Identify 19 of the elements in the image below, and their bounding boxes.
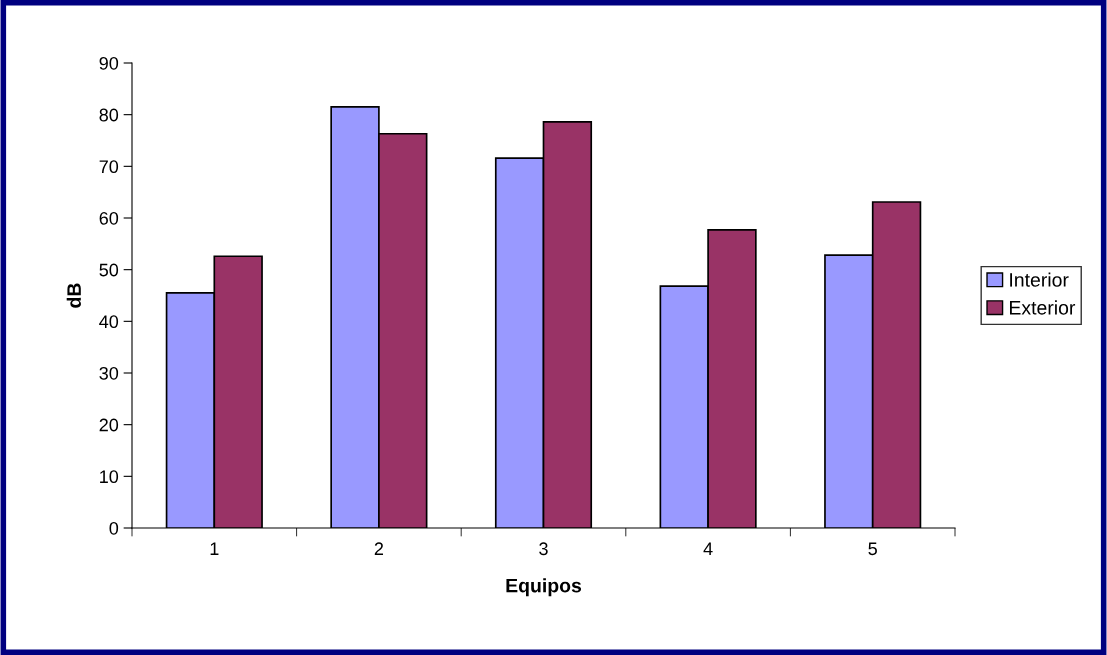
- y-tick-label: 60: [99, 211, 119, 225]
- y-tick-label: 20: [99, 418, 119, 432]
- y-tick-label: 80: [99, 108, 119, 122]
- x-tick-label: 5: [868, 542, 877, 556]
- x-axis-title: Equipos: [506, 578, 582, 597]
- y-tick-label: 50: [99, 263, 119, 277]
- y-tick-label: 70: [99, 160, 119, 174]
- x-tick-label: 1: [210, 542, 219, 555]
- y-tick-label: 40: [99, 315, 119, 329]
- y-tick-label: 30: [99, 366, 119, 380]
- y-tick-label: 90: [99, 56, 119, 70]
- legend-label: Exterior: [1010, 300, 1076, 315]
- x-tick-label: 3: [539, 542, 548, 556]
- y-tick-label: 0: [109, 521, 119, 535]
- x-tick-label: 4: [703, 542, 713, 555]
- y-axis-title: dB: [66, 283, 81, 308]
- legend-label: Interior: [1010, 272, 1069, 287]
- x-tick-label: 2: [374, 542, 384, 555]
- y-tick-label: 10: [100, 470, 119, 484]
